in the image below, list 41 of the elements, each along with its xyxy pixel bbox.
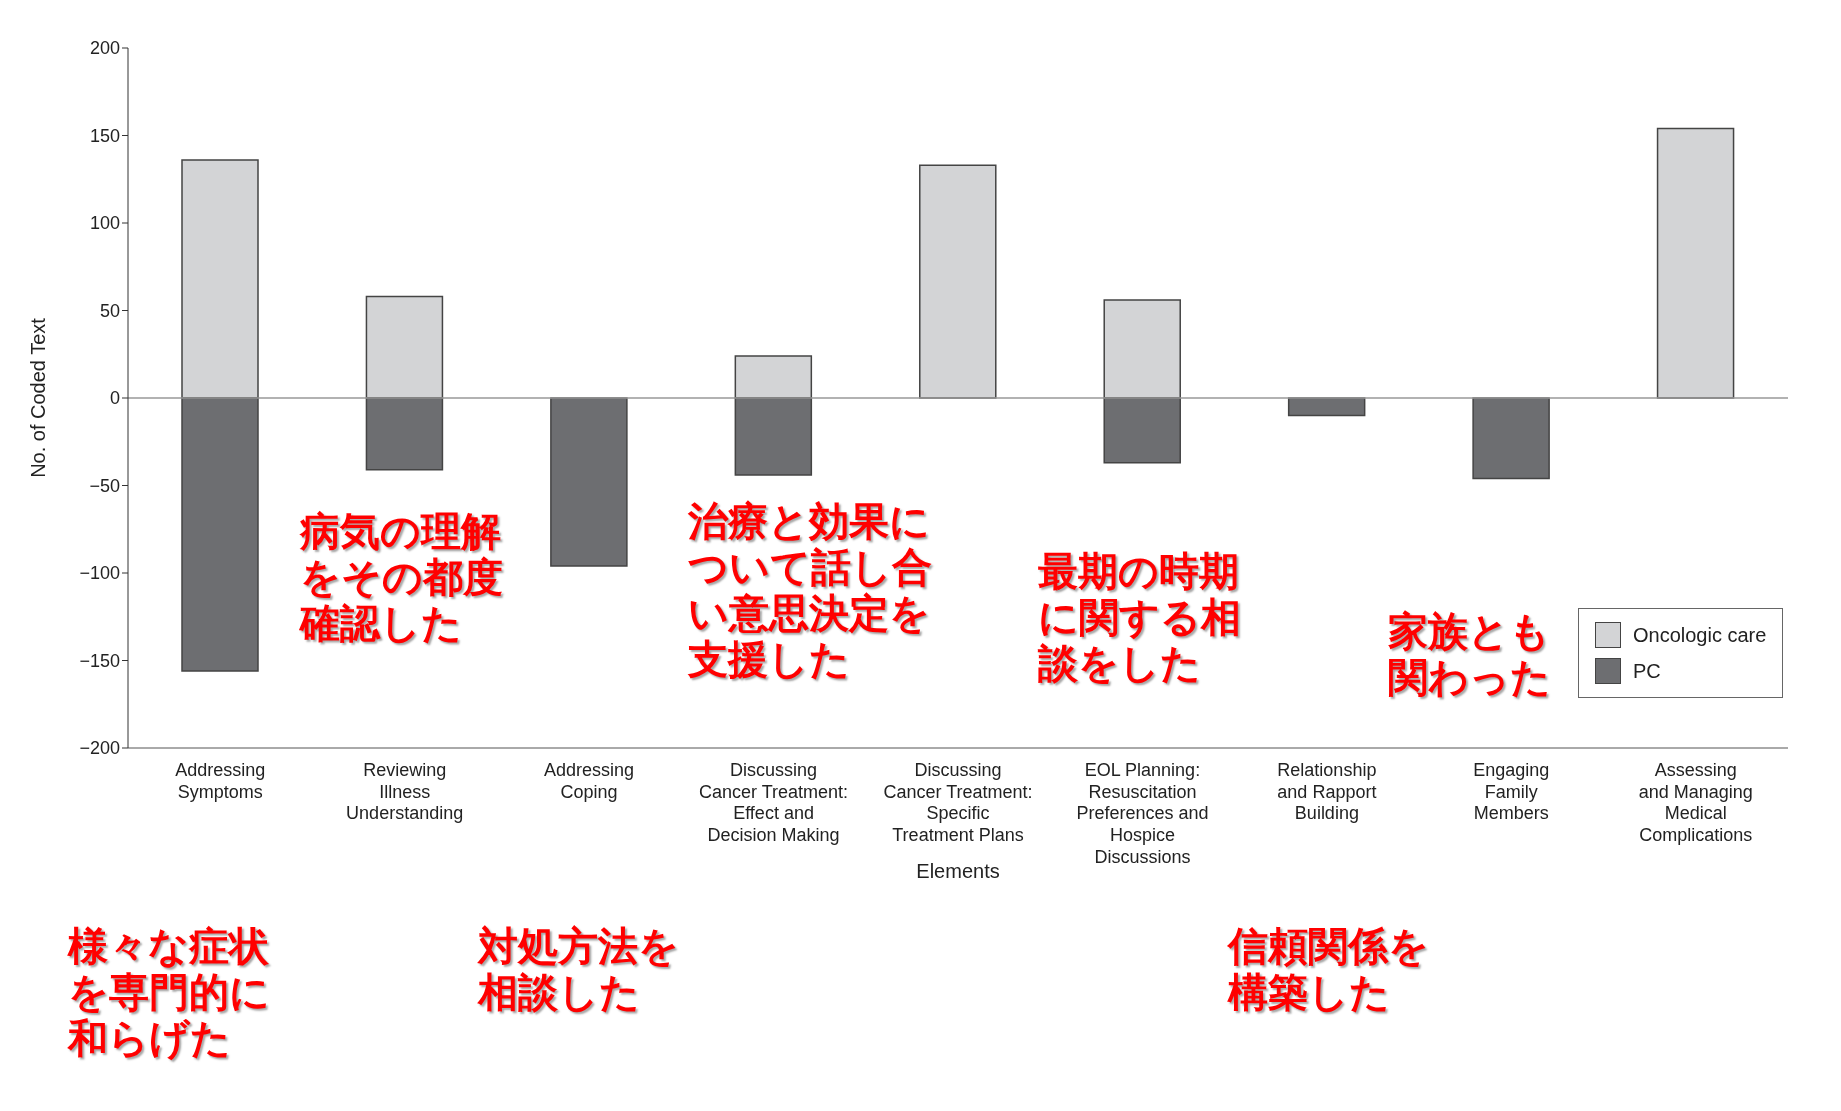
y-tick-label: −200	[79, 738, 120, 759]
x-tick-label: Discussing Cancer Treatment: Effect and Decision Making	[699, 760, 849, 845]
y-tick-label: 100	[89, 213, 120, 234]
bar	[365, 397, 444, 471]
text: 対処方法を相談した	[478, 923, 680, 1015]
legend-label: PC	[1633, 659, 1661, 684]
bar	[1103, 397, 1181, 464]
y-tick-label: 150	[89, 125, 120, 146]
legend-label: Oncologic care	[1633, 623, 1767, 648]
y-tick-label: 200	[89, 38, 120, 59]
bar	[1656, 127, 1735, 399]
annotation: 病気の理解をその都度確認した	[300, 508, 504, 646]
x-tick-label: Addressing Coping	[544, 760, 635, 802]
x-axis-title: Elements	[916, 860, 1000, 882]
bar	[734, 397, 813, 476]
y-tick-label: −50	[89, 475, 120, 496]
bar	[734, 355, 813, 399]
bar	[365, 295, 444, 399]
text: 様々な症状を専門的に和らげた	[68, 923, 271, 1061]
y-tick-label: −150	[79, 650, 120, 671]
y-tick-label: 0	[109, 388, 120, 409]
x-tick-label: Relationship and Rapport Building	[1277, 760, 1377, 824]
x-tick-label: EOL Planning: Resuscitation Preferences and Hospice Discussions	[1076, 760, 1209, 867]
annotation: 治療と効果について話し合い意思決定を支援した	[688, 498, 932, 682]
x-tick-label: Reviewing Illness Understanding	[346, 760, 464, 824]
x-tick-label: Addressing Symptoms	[175, 760, 266, 802]
x-tick-label: Assessing and Managing Medical Complications	[1638, 760, 1753, 845]
bar	[1103, 299, 1181, 399]
annotation: 家族とも関わった	[1388, 608, 1552, 700]
bar	[181, 397, 259, 672]
bar	[181, 159, 259, 399]
bar	[919, 164, 997, 399]
bar	[1472, 397, 1550, 480]
bar	[550, 397, 628, 567]
x-tick-label: Discussing Cancer Treatment: Specific Treatment Plans	[883, 760, 1033, 845]
annotation: 最期の時期に関する相談をした	[1038, 548, 1242, 686]
text: 信頼関係を構築した	[1228, 923, 1430, 1015]
y-tick-label: −100	[79, 563, 120, 584]
x-tick-label: Engaging Family Members	[1473, 760, 1550, 824]
y-tick-label: 50	[99, 300, 120, 321]
y-axis-title: No. of Coded Text	[27, 317, 50, 478]
